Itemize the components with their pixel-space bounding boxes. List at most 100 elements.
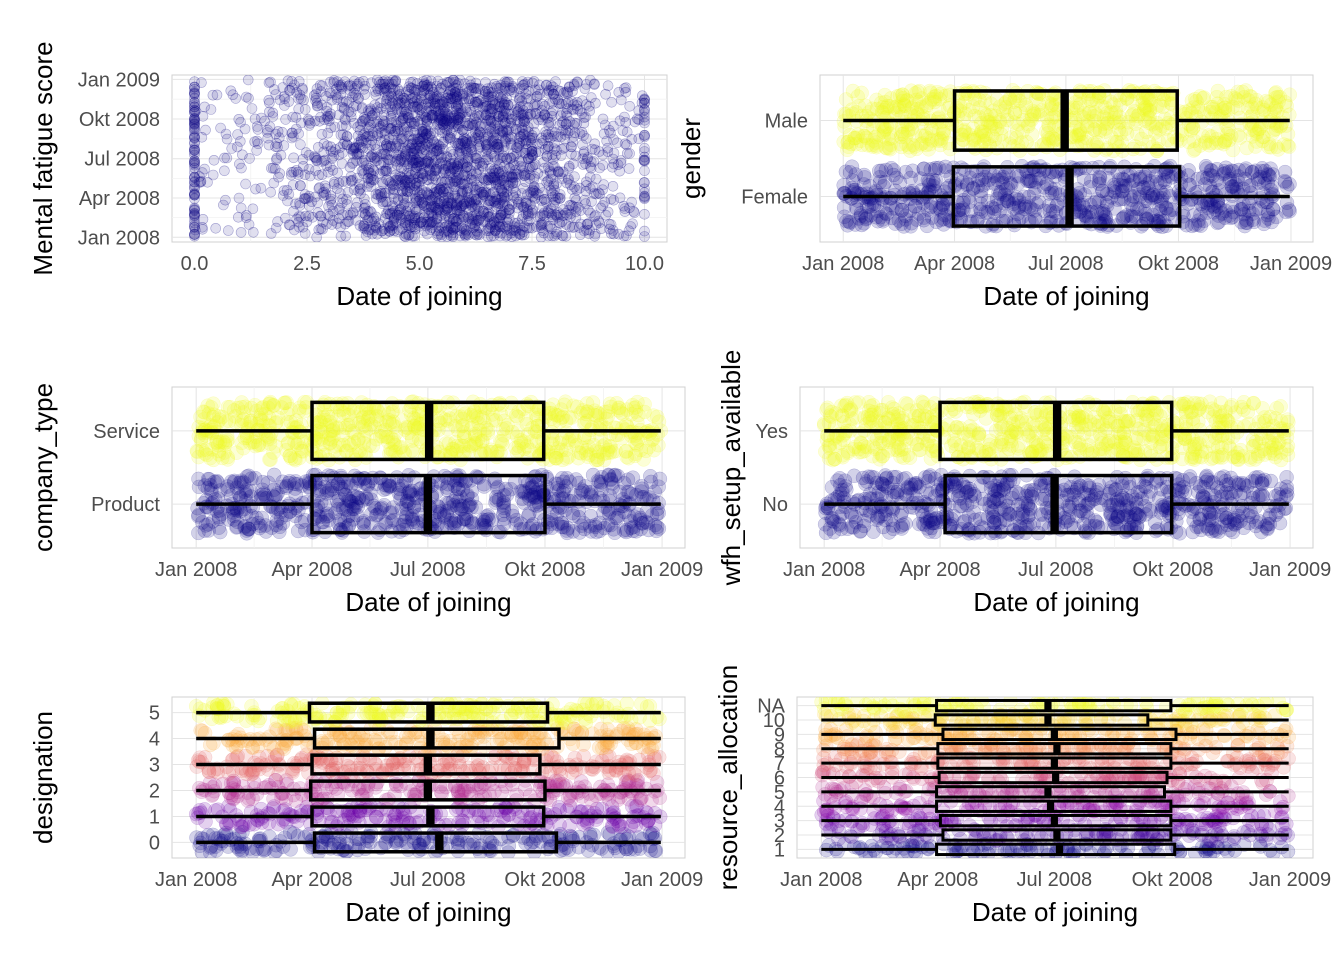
scatter-point xyxy=(458,132,470,144)
scatter-point xyxy=(563,97,574,108)
scatter-point xyxy=(414,136,426,147)
scatter-point xyxy=(437,78,448,90)
scatter-point xyxy=(424,195,436,207)
scatter-point xyxy=(485,126,496,137)
scatter-point xyxy=(464,75,476,87)
scatter-point xyxy=(388,215,400,226)
scatter-point xyxy=(189,203,200,215)
scatter-point xyxy=(482,154,493,165)
scatter-point xyxy=(455,103,467,114)
scatter-point xyxy=(555,131,567,143)
scatter-point xyxy=(511,106,523,117)
scatter-point xyxy=(460,147,472,158)
scatter-point xyxy=(501,124,512,136)
scatter-point xyxy=(489,78,500,90)
scatter-point xyxy=(440,157,452,168)
scatter-point xyxy=(580,99,592,110)
scatter-point xyxy=(473,205,485,217)
jitter-point xyxy=(959,177,975,193)
scatter-point xyxy=(539,100,551,112)
scatter-point xyxy=(458,212,470,224)
jitter-point xyxy=(1157,174,1173,190)
scatter-point xyxy=(375,79,387,90)
scatter-point xyxy=(505,152,517,164)
scatter-point xyxy=(435,196,447,208)
scatter-point xyxy=(340,120,352,132)
scatter-point xyxy=(434,183,446,194)
scatter-point xyxy=(505,152,516,164)
scatter-point xyxy=(276,126,288,138)
scatter-point xyxy=(434,141,446,152)
scatter-point xyxy=(453,118,465,129)
scatter-point xyxy=(528,160,539,171)
scatter-point xyxy=(473,184,485,195)
scatter-point xyxy=(189,101,200,113)
scatter-point xyxy=(408,84,420,95)
scatter-point xyxy=(385,123,397,135)
scatter-point xyxy=(461,196,473,207)
scatter-point xyxy=(369,139,381,150)
scatter-point xyxy=(549,230,560,242)
jitter-point xyxy=(587,517,603,533)
x-tick-label: Jan 2009 xyxy=(621,559,703,581)
scatter-point xyxy=(442,161,454,172)
scatter-point xyxy=(411,146,423,157)
scatter-point xyxy=(490,225,501,237)
scatter-point xyxy=(364,130,375,142)
scatter-point xyxy=(415,167,427,179)
scatter-point xyxy=(493,141,505,153)
scatter-point xyxy=(232,129,243,140)
scatter-point xyxy=(351,202,362,213)
scatter-point xyxy=(409,180,420,191)
scatter-point xyxy=(516,110,527,121)
jitter-point xyxy=(1041,130,1056,146)
scatter-point xyxy=(368,165,380,177)
scatter-point xyxy=(505,139,517,151)
scatter-point xyxy=(381,174,393,185)
scatter-point xyxy=(321,160,333,171)
scatter-point xyxy=(333,109,345,121)
scatter-point xyxy=(473,131,485,143)
scatter-point xyxy=(567,222,578,233)
scatter-point xyxy=(375,121,386,132)
scatter-point xyxy=(427,193,438,205)
scatter-point xyxy=(540,79,552,91)
scatter-point xyxy=(639,177,650,188)
scatter-point xyxy=(445,230,457,241)
scatter-point xyxy=(337,96,349,108)
scatter-point xyxy=(613,228,625,240)
scatter-point xyxy=(338,102,350,114)
scatter-point xyxy=(543,161,554,173)
scatter-point xyxy=(189,114,200,126)
scatter-point xyxy=(367,110,378,121)
jitter-point xyxy=(925,172,941,188)
scatter-point xyxy=(584,171,596,183)
scatter-point xyxy=(545,185,557,196)
scatter-point xyxy=(427,173,438,185)
scatter-point xyxy=(189,104,200,116)
scatter-point xyxy=(379,78,390,90)
scatter-point xyxy=(550,150,561,161)
scatter-point xyxy=(456,187,468,199)
scatter-point xyxy=(426,222,438,233)
scatter-point xyxy=(528,185,540,197)
scatter-point xyxy=(501,191,513,202)
scatter-point xyxy=(445,84,456,96)
scatter-point xyxy=(303,120,315,131)
scatter-point xyxy=(550,76,561,87)
scatter-point xyxy=(313,183,325,194)
scatter-point xyxy=(363,224,375,236)
scatter-point xyxy=(409,197,421,209)
scatter-point xyxy=(359,208,371,220)
scatter-point xyxy=(312,207,324,218)
scatter-point xyxy=(402,153,413,165)
scatter-point xyxy=(405,169,417,181)
scatter-point xyxy=(494,182,506,194)
scatter-point xyxy=(325,195,336,207)
jitter-point xyxy=(848,136,864,152)
scatter-point xyxy=(607,181,619,192)
scatter-point xyxy=(448,116,460,127)
scatter-point xyxy=(542,140,554,152)
scatter-point xyxy=(273,132,285,143)
scatter-point xyxy=(413,133,424,145)
